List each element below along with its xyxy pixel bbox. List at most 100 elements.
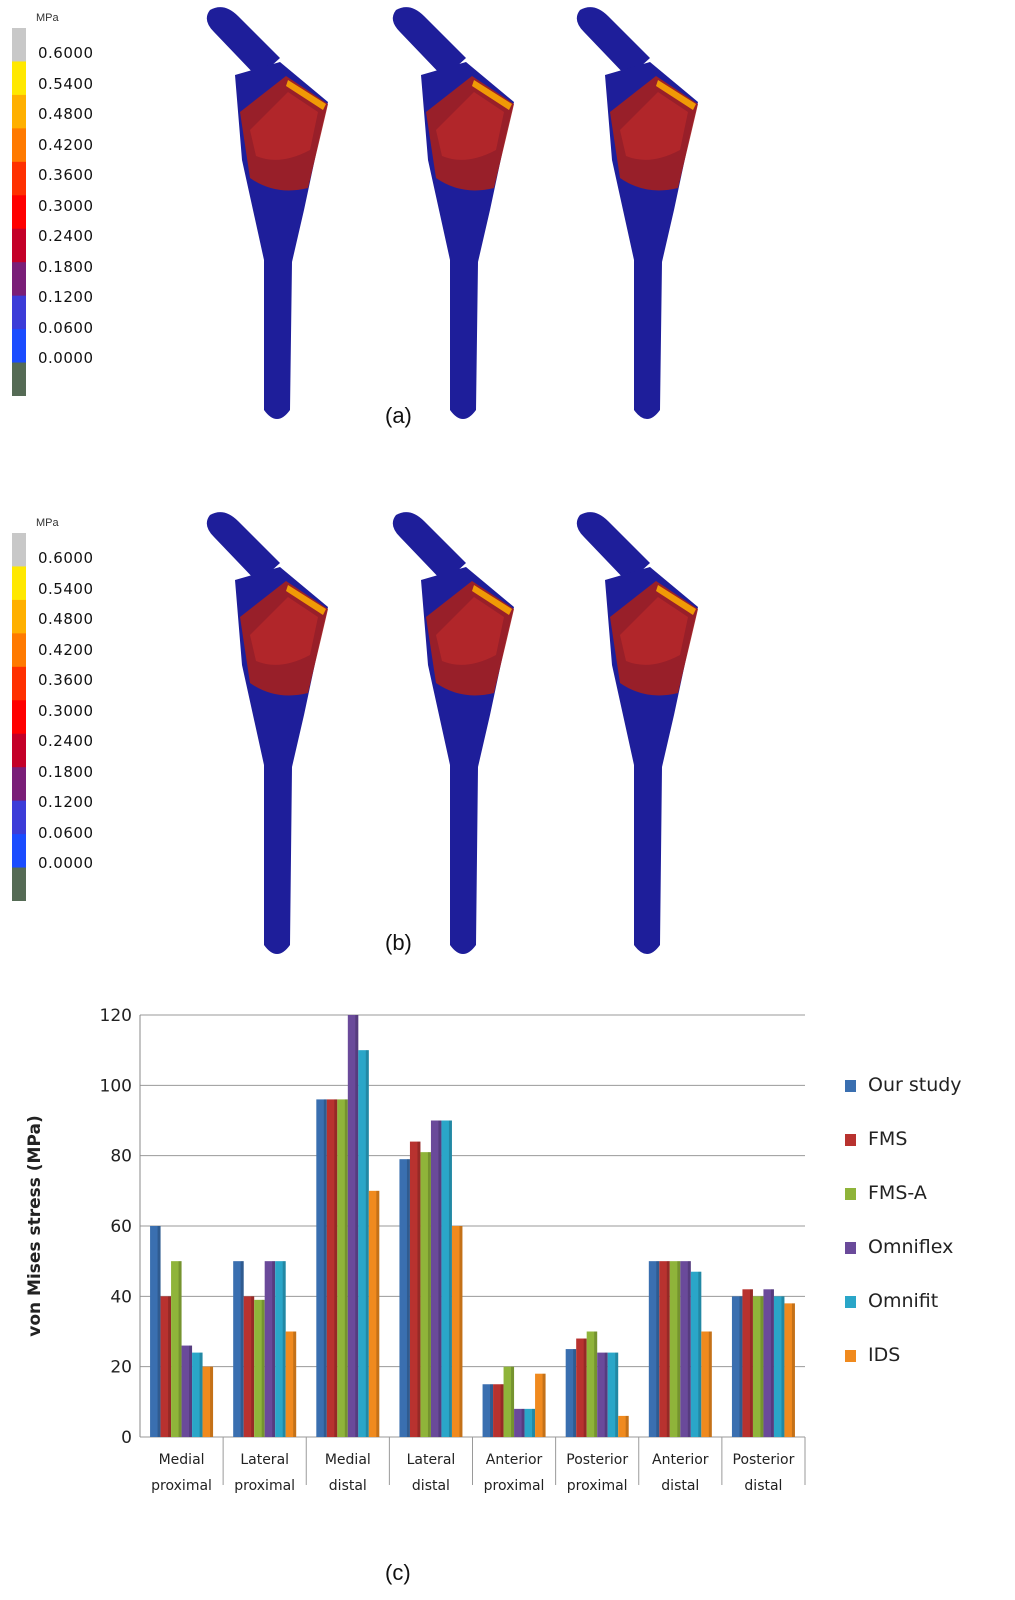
bar: [264, 1261, 276, 1437]
legend-swatch: [845, 1350, 856, 1362]
bar: [233, 1261, 244, 1437]
hip-stem: [392, 512, 514, 954]
bar-shade: [417, 1141, 421, 1437]
bar: [690, 1271, 702, 1437]
bar: [202, 1366, 214, 1437]
colorbar-segment: [12, 867, 26, 902]
colorbar-tick-label: 0.4800: [38, 105, 94, 123]
stems-b: [206, 512, 698, 954]
colorbar-segment: [12, 28, 26, 62]
colorbar-segment: [12, 329, 26, 364]
colorbar-tick-label: 0.0600: [38, 823, 94, 842]
bar: [243, 1296, 255, 1437]
bar-shade: [760, 1296, 764, 1437]
bar-shade: [406, 1159, 410, 1437]
bar: [275, 1261, 286, 1437]
colorbar-segment: [12, 161, 26, 196]
bar: [752, 1296, 764, 1437]
panel-a: MPa 0.6000 0.5400 0.4800 0.4200 0.3600 0.3000…: [0, 0, 1015, 450]
legend-swatch: [845, 1188, 856, 1200]
y-tick-label: 60: [110, 1217, 132, 1237]
bar-shade: [323, 1099, 327, 1437]
bar: [399, 1159, 410, 1437]
y-tick-label: 40: [110, 1287, 132, 1307]
bar: [285, 1331, 297, 1437]
x-tick-label: Lateral: [240, 1452, 289, 1468]
x-tick-label: distal: [329, 1478, 367, 1494]
bar: [597, 1352, 608, 1437]
bar: [420, 1152, 431, 1437]
colorbar-tick-label: 0.0000: [38, 349, 94, 367]
hip-stem: [206, 512, 328, 954]
colorbar-tick-label: 0.2400: [38, 227, 94, 245]
bar: [409, 1141, 421, 1437]
legend-label: Our study: [868, 1074, 962, 1096]
colorbar-segment: [12, 834, 26, 869]
colorbar-tick-label: 0.6000: [38, 549, 94, 567]
x-tick-label: proximal: [484, 1478, 545, 1494]
colorbar-tick-label: 0.1200: [38, 288, 94, 306]
colorbar-tick-label: 0.3600: [38, 671, 94, 689]
bar: [742, 1289, 753, 1437]
x-tick-label: Lateral: [407, 1452, 456, 1468]
y-tick-label: 80: [110, 1147, 132, 1167]
bar-shade: [573, 1349, 577, 1437]
x-tick-label: proximal: [234, 1478, 295, 1494]
x-tick-label: distal: [744, 1478, 782, 1494]
bar: [451, 1226, 463, 1437]
colorbar-segment: [12, 800, 26, 835]
colorbar-a-gradient: [12, 28, 26, 397]
bar-shade: [251, 1296, 255, 1437]
bar: [192, 1352, 203, 1437]
bar: [576, 1338, 587, 1437]
bar-shade: [656, 1261, 660, 1437]
bar: [337, 1099, 348, 1437]
colorbar-segment: [12, 767, 26, 802]
bar-shade: [521, 1408, 525, 1437]
bar: [347, 1015, 359, 1437]
bar: [659, 1261, 670, 1437]
colorbar-segment: [12, 195, 26, 230]
bar: [254, 1299, 265, 1437]
bar-shade: [770, 1289, 774, 1437]
colorbar-segment: [12, 228, 26, 263]
bar: [524, 1408, 536, 1437]
colorbar-segment: [12, 362, 26, 397]
bar: [680, 1261, 691, 1437]
bar-shade: [542, 1373, 546, 1437]
bar-shade: [355, 1015, 359, 1437]
bar-shade: [240, 1261, 244, 1437]
bar-shade: [615, 1352, 619, 1437]
colorbar-tick-label: 0.3000: [38, 701, 94, 720]
bar-shade: [272, 1261, 276, 1437]
bar: [669, 1261, 681, 1437]
bar-shade: [178, 1261, 182, 1437]
bar: [150, 1226, 161, 1437]
colorbar-b-unit: MPa: [36, 517, 59, 529]
bar: [763, 1289, 774, 1437]
bar-shade: [708, 1331, 712, 1437]
x-tick-label: Posterior: [733, 1452, 795, 1468]
colorbar-segment: [12, 566, 26, 601]
bar-shade: [157, 1226, 161, 1437]
bar: [368, 1190, 380, 1437]
legend-label: FMS-A: [868, 1182, 927, 1204]
bar: [586, 1331, 598, 1437]
stems-a: [206, 7, 698, 419]
legend-swatch: [845, 1134, 856, 1146]
colorbar-tick-label: 0.4200: [38, 135, 94, 154]
bar: [482, 1384, 494, 1437]
bar: [648, 1261, 660, 1437]
legend-label: FMS: [868, 1128, 907, 1150]
colorbar-tick-label: 0.1800: [38, 762, 94, 781]
colorbar-a: [12, 28, 26, 397]
bar: [503, 1366, 515, 1437]
colorbar-tick-label: 0.3600: [38, 166, 94, 184]
colorbar-segment: [12, 94, 26, 129]
colorbar-segment: [12, 599, 26, 634]
bar-shade: [189, 1345, 193, 1437]
x-tick-label: Medial: [159, 1452, 205, 1468]
hip-stem: [576, 512, 698, 954]
bar-shade: [583, 1338, 587, 1437]
panel-c-label: (c): [385, 1560, 411, 1585]
